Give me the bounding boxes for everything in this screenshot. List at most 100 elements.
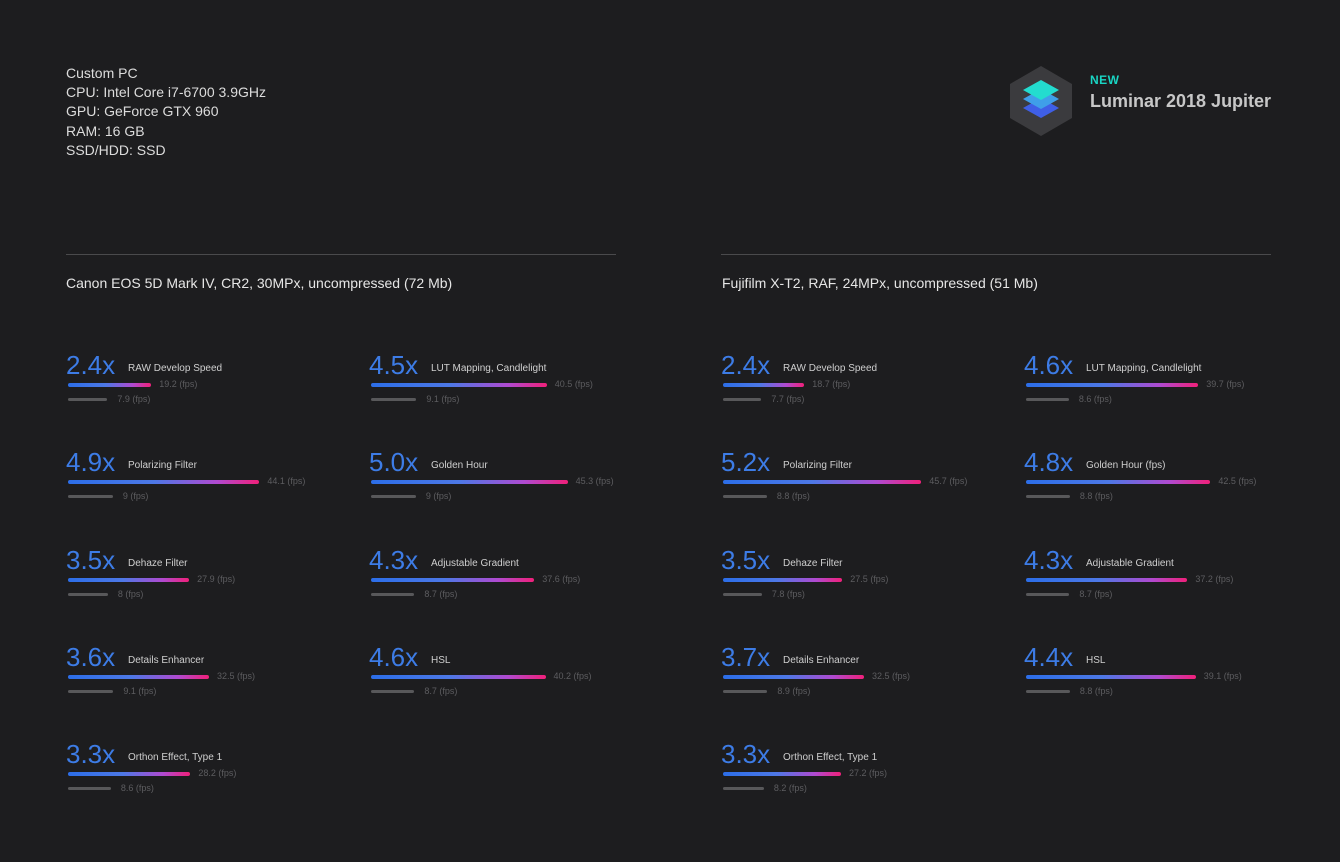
- new-fps-value: 45.3 (fps): [575, 476, 614, 486]
- old-fps-value: 9 (fps): [425, 491, 452, 501]
- old-version-bar: [68, 787, 111, 790]
- new-fps-value: 27.9 (fps): [197, 574, 236, 584]
- luminar-logo-icon: [1010, 66, 1072, 136]
- new-version-bar: [68, 578, 190, 582]
- old-fps-value: 8.8 (fps): [1079, 491, 1113, 501]
- spec-ram: RAM: 16 GB: [66, 122, 145, 139]
- benchmark-label: RAW Develop Speed: [128, 363, 223, 374]
- benchmark-label: LUT Mapping, Candlelight: [1086, 363, 1202, 374]
- old-fps-value: 8 (fps): [117, 589, 144, 599]
- spec-gpu: GPU: GeForce GTX 960: [66, 103, 219, 120]
- old-fps-value: 8.8 (fps): [1079, 686, 1113, 696]
- new-version-bar: [1026, 383, 1199, 387]
- new-version-bar: [68, 383, 152, 387]
- old-fps-value: 9 (fps): [122, 491, 149, 501]
- old-version-bar: [371, 495, 416, 498]
- old-fps-value: 8.7 (fps): [424, 589, 458, 599]
- benchmark-label: Dehaze Filter: [128, 558, 188, 569]
- old-fps-value: 9.1 (fps): [426, 394, 460, 404]
- benchmark-adjustable-gradient: 4.3x Adjustable Gradient 37.2 (fps) 8.7 (fp…: [1024, 545, 1284, 609]
- benchmark-adjustable-gradient: 4.3x Adjustable Gradient 37.6 (fps) 8.7 (fp…: [369, 545, 629, 609]
- new-fps-value: 32.5 (fps): [872, 671, 911, 681]
- old-version-bar: [371, 398, 417, 401]
- old-version-bar: [68, 690, 114, 693]
- new-version-bar: [371, 675, 546, 679]
- old-version-bar: [723, 690, 768, 693]
- benchmark-lut-mapping-candlelight: 4.5x LUT Mapping, Candlelight 40.5 (fps) 9.…: [369, 350, 629, 414]
- old-fps-value: 8.6 (fps): [1078, 394, 1112, 404]
- benchmark-label: Adjustable Gradient: [431, 558, 519, 569]
- system-specs: Custom PC CPU: Intel Core i7-6700 3.9GHz…: [66, 64, 266, 160]
- old-fps-value: 8.7 (fps): [1079, 589, 1113, 599]
- new-fps-value: 40.5 (fps): [554, 379, 593, 389]
- benchmark-label: Polarizing Filter: [783, 460, 852, 471]
- old-fps-value: 9.1 (fps): [123, 686, 157, 696]
- benchmark-orthon-effect-type-1: 3.3x Orthon Effect, Type 1 28.2 (fps) 8.6 (…: [66, 739, 326, 803]
- fuji-chart-title: Fujifilm X-T2, RAF, 24MPx, uncompressed …: [722, 275, 1038, 291]
- benchmark-details-enhancer: 3.7x Details Enhancer 32.5 (fps) 8.9 (fps): [721, 642, 981, 706]
- benchmark-label: HSL: [431, 655, 451, 666]
- old-version-bar: [1026, 690, 1070, 693]
- new-version-bar: [723, 772, 841, 776]
- old-version-bar: [1026, 593, 1070, 596]
- benchmark-polarizing-filter: 5.2x Polarizing Filter 45.7 (fps) 8.8 (fps): [721, 447, 981, 511]
- benchmark-label: LUT Mapping, Candlelight: [431, 363, 547, 374]
- old-version-bar: [723, 398, 762, 401]
- benchmark-polarizing-filter: 4.9x Polarizing Filter 44.1 (fps) 9 (fps): [66, 447, 326, 511]
- old-fps-value: 7.7 (fps): [771, 394, 805, 404]
- speedup-multiplier: 4.3x: [1024, 545, 1074, 575]
- benchmark-label: HSL: [1086, 655, 1106, 666]
- speedup-multiplier: 3.6x: [66, 642, 116, 672]
- old-fps-value: 7.9 (fps): [117, 394, 151, 404]
- old-version-bar: [1026, 495, 1070, 498]
- benchmark-label: Polarizing Filter: [128, 460, 197, 471]
- old-version-bar: [371, 690, 415, 693]
- old-version-bar: [723, 495, 767, 498]
- new-version-bar: [68, 772, 191, 776]
- speedup-multiplier: 4.4x: [1024, 642, 1074, 672]
- new-version-bar: [371, 578, 535, 582]
- new-version-bar: [723, 383, 805, 387]
- benchmark-label: RAW Develop Speed: [783, 363, 878, 374]
- benchmark-golden-hour: 5.0x Golden Hour 45.3 (fps) 9 (fps): [369, 447, 629, 511]
- new-version-bar: [1026, 578, 1188, 582]
- benchmark-label: Golden Hour (fps): [1086, 460, 1166, 471]
- old-version-bar: [1026, 398, 1069, 401]
- new-fps-value: 18.7 (fps): [812, 379, 851, 389]
- benchmark-raw-develop-speed: 2.4x RAW Develop Speed 18.7 (fps) 7.7 (fps): [721, 350, 981, 414]
- spec-machine: Custom PC: [66, 65, 138, 81]
- speedup-multiplier: 4.6x: [369, 642, 419, 672]
- old-version-bar: [68, 398, 108, 401]
- new-fps-value: 28.2 (fps): [198, 768, 237, 778]
- new-fps-value: 42.5 (fps): [1218, 476, 1257, 486]
- old-version-bar: [68, 495, 113, 498]
- benchmark-label: Dehaze Filter: [783, 558, 843, 569]
- new-version-bar: [1026, 480, 1211, 484]
- benchmark-label: Details Enhancer: [783, 655, 860, 666]
- new-version-bar: [371, 480, 568, 484]
- old-fps-value: 8.9 (fps): [777, 686, 811, 696]
- product-name: Luminar 2018 Jupiter: [1090, 91, 1272, 111]
- benchmark-label: Adjustable Gradient: [1086, 558, 1174, 569]
- speedup-multiplier: 4.5x: [369, 350, 419, 380]
- speedup-multiplier: 3.5x: [66, 545, 116, 575]
- benchmark-golden-hour-fps: 4.8x Golden Hour (fps) 42.5 (fps) 8.8 (fps): [1024, 447, 1284, 511]
- new-fps-value: 37.2 (fps): [1195, 574, 1234, 584]
- old-fps-value: 8.2 (fps): [773, 783, 807, 793]
- old-fps-value: 7.8 (fps): [771, 589, 805, 599]
- benchmark-raw-develop-speed: 2.4x RAW Develop Speed 19.2 (fps) 7.9 (fps): [66, 350, 326, 414]
- speedup-multiplier: 4.6x: [1024, 350, 1074, 380]
- new-fps-value: 40.2 (fps): [553, 671, 592, 681]
- speedup-multiplier: 4.9x: [66, 447, 116, 477]
- speedup-multiplier: 3.7x: [721, 642, 771, 672]
- benchmark-orthon-effect-type-1: 3.3x Orthon Effect, Type 1 27.2 (fps) 8.2 (…: [721, 739, 981, 803]
- new-fps-value: 39.1 (fps): [1203, 671, 1242, 681]
- new-fps-value: 44.1 (fps): [267, 476, 306, 486]
- brand-block: NEW Luminar 2018 Jupiter: [1008, 65, 1308, 137]
- benchmark-dehaze-filter: 3.5x Dehaze Filter 27.5 (fps) 7.8 (fps): [721, 545, 981, 609]
- speedup-multiplier: 2.4x: [721, 350, 771, 380]
- old-fps-value: 8.6 (fps): [120, 783, 154, 793]
- new-version-bar: [723, 578, 843, 582]
- canon-chart-title: Canon EOS 5D Mark IV, CR2, 30MPx, uncomp…: [66, 275, 453, 291]
- speedup-multiplier: 5.0x: [369, 447, 419, 477]
